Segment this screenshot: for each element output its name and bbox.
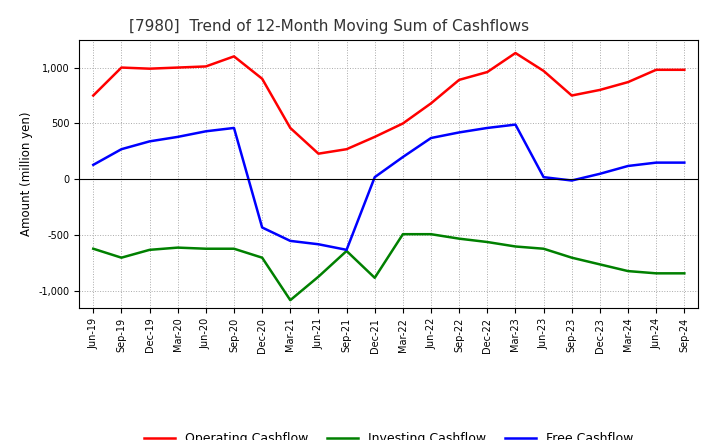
- Free Cashflow: [202, 128, 210, 134]
- Free Cashflow: [483, 125, 492, 131]
- Operating Cashflow: [230, 54, 238, 59]
- Operating Cashflow: [652, 67, 660, 73]
- Free Cashflow: [624, 163, 632, 169]
- Operating Cashflow: [427, 101, 436, 106]
- Line: Free Cashflow: Free Cashflow: [94, 125, 684, 250]
- Investing Cashflow: [174, 245, 182, 250]
- Investing Cashflow: [511, 244, 520, 249]
- Investing Cashflow: [539, 246, 548, 251]
- Free Cashflow: [145, 139, 154, 144]
- Operating Cashflow: [399, 121, 408, 126]
- Y-axis label: Amount (million yen): Amount (million yen): [19, 112, 33, 236]
- Investing Cashflow: [652, 271, 660, 276]
- Line: Operating Cashflow: Operating Cashflow: [94, 53, 684, 154]
- Operating Cashflow: [624, 80, 632, 85]
- Operating Cashflow: [342, 147, 351, 152]
- Investing Cashflow: [483, 239, 492, 245]
- Operating Cashflow: [539, 68, 548, 73]
- Free Cashflow: [230, 125, 238, 131]
- Free Cashflow: [89, 162, 98, 168]
- Investing Cashflow: [370, 275, 379, 280]
- Investing Cashflow: [342, 248, 351, 253]
- Investing Cashflow: [427, 231, 436, 237]
- Free Cashflow: [539, 175, 548, 180]
- Operating Cashflow: [455, 77, 464, 83]
- Free Cashflow: [258, 225, 266, 230]
- Investing Cashflow: [680, 271, 688, 276]
- Investing Cashflow: [258, 255, 266, 260]
- Investing Cashflow: [399, 231, 408, 237]
- Investing Cashflow: [202, 246, 210, 251]
- Operating Cashflow: [202, 64, 210, 69]
- Operating Cashflow: [680, 67, 688, 73]
- Free Cashflow: [680, 160, 688, 165]
- Free Cashflow: [511, 122, 520, 127]
- Free Cashflow: [174, 134, 182, 139]
- Legend: Operating Cashflow, Investing Cashflow, Free Cashflow: Operating Cashflow, Investing Cashflow, …: [139, 427, 639, 440]
- Free Cashflow: [342, 247, 351, 253]
- Investing Cashflow: [455, 236, 464, 241]
- Free Cashflow: [286, 238, 294, 244]
- Operating Cashflow: [370, 134, 379, 139]
- Investing Cashflow: [595, 262, 604, 267]
- Investing Cashflow: [230, 246, 238, 251]
- Free Cashflow: [314, 242, 323, 247]
- Operating Cashflow: [174, 65, 182, 70]
- Investing Cashflow: [314, 274, 323, 279]
- Investing Cashflow: [567, 255, 576, 260]
- Operating Cashflow: [595, 87, 604, 92]
- Investing Cashflow: [624, 268, 632, 274]
- Investing Cashflow: [89, 246, 98, 251]
- Free Cashflow: [567, 178, 576, 183]
- Free Cashflow: [455, 130, 464, 135]
- Operating Cashflow: [258, 76, 266, 81]
- Operating Cashflow: [286, 125, 294, 131]
- Free Cashflow: [652, 160, 660, 165]
- Operating Cashflow: [511, 50, 520, 55]
- Investing Cashflow: [286, 297, 294, 303]
- Operating Cashflow: [567, 93, 576, 98]
- Operating Cashflow: [314, 151, 323, 156]
- Free Cashflow: [117, 147, 126, 152]
- Investing Cashflow: [145, 247, 154, 253]
- Text: [7980]  Trend of 12-Month Moving Sum of Cashflows: [7980] Trend of 12-Month Moving Sum of C…: [129, 19, 529, 34]
- Line: Investing Cashflow: Investing Cashflow: [94, 234, 684, 300]
- Operating Cashflow: [145, 66, 154, 71]
- Operating Cashflow: [483, 70, 492, 75]
- Free Cashflow: [370, 175, 379, 180]
- Free Cashflow: [427, 136, 436, 141]
- Operating Cashflow: [89, 93, 98, 98]
- Free Cashflow: [595, 171, 604, 176]
- Operating Cashflow: [117, 65, 126, 70]
- Free Cashflow: [399, 154, 408, 160]
- Investing Cashflow: [117, 255, 126, 260]
